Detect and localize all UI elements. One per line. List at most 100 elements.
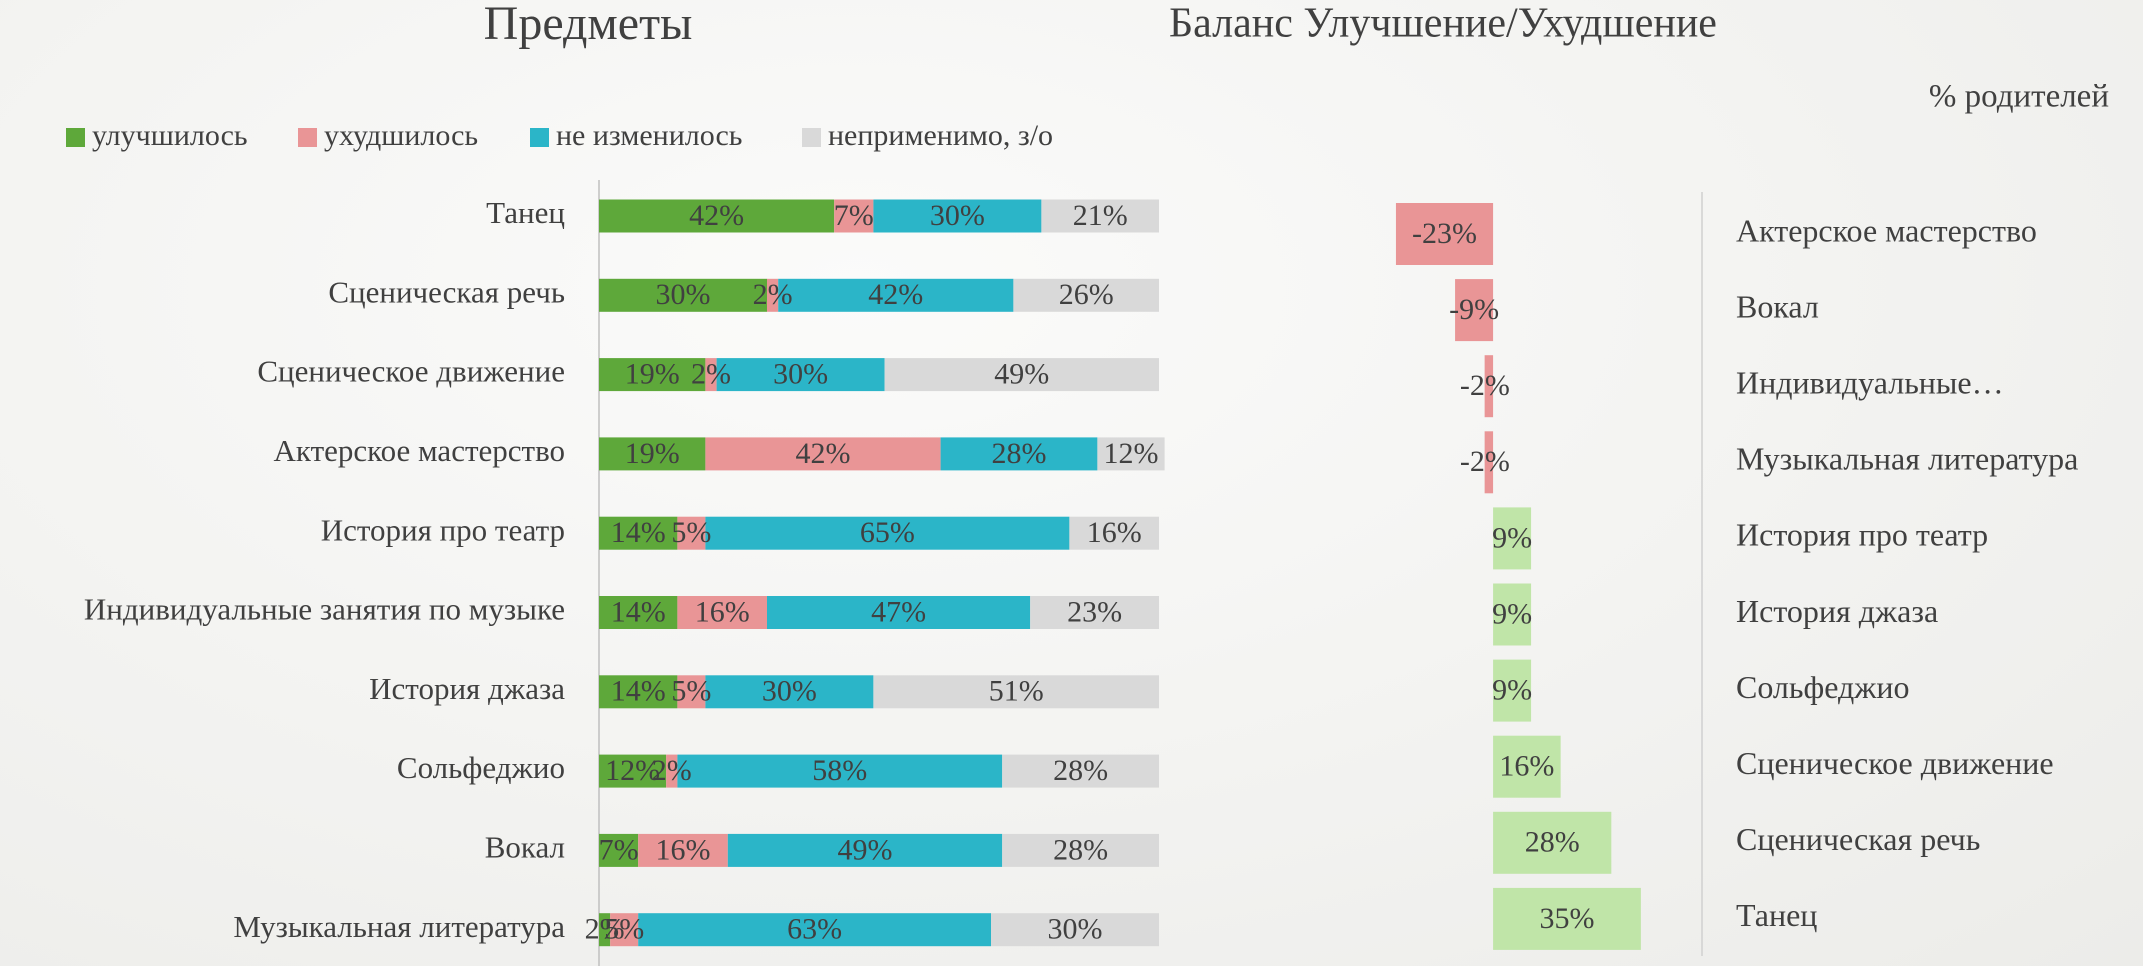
bar-segment bbox=[705, 516, 1070, 550]
legend-label: неприменимо, з/о bbox=[828, 119, 1053, 152]
data-label: 19% bbox=[625, 437, 680, 470]
category-label: Сценическая речь bbox=[1736, 821, 1980, 857]
bar-segment bbox=[767, 278, 779, 312]
legend-label: ухудшилось bbox=[324, 119, 478, 152]
bar-segment bbox=[1030, 596, 1159, 629]
bar bbox=[1493, 887, 1641, 950]
category-label: Сольфеджио bbox=[1736, 669, 1910, 705]
data-label: 14% bbox=[611, 595, 666, 628]
data-label: 2% bbox=[753, 278, 793, 311]
data-label: 30% bbox=[656, 278, 711, 311]
data-label: 35% bbox=[1539, 902, 1594, 935]
data-label: -2% bbox=[1460, 369, 1510, 402]
bar-segment bbox=[884, 358, 1159, 392]
data-label: 28% bbox=[1525, 826, 1580, 859]
chart-subtitle: % родителей bbox=[1929, 79, 2109, 115]
category-label: Сценическое движение bbox=[257, 354, 565, 389]
bar-segment bbox=[677, 675, 706, 709]
data-label: 2% bbox=[652, 754, 692, 787]
bar-segment bbox=[873, 675, 1159, 709]
data-label: 9% bbox=[1492, 521, 1532, 554]
chart-title: Предметы bbox=[484, 0, 693, 50]
data-label: 26% bbox=[1059, 278, 1114, 311]
data-label: 9% bbox=[1492, 673, 1532, 706]
data-label: 63% bbox=[787, 913, 842, 946]
bar-segment bbox=[666, 754, 678, 788]
category-label: Музыкальная литература bbox=[1736, 441, 2078, 477]
category-label: Сценическая речь bbox=[328, 274, 565, 309]
data-label: 23% bbox=[1067, 595, 1122, 628]
bar-segment bbox=[599, 358, 706, 392]
data-label: 16% bbox=[1499, 750, 1554, 783]
data-label: 28% bbox=[1053, 754, 1108, 787]
category-label: Вокал bbox=[1736, 288, 1819, 324]
data-label: 42% bbox=[796, 437, 851, 470]
data-label: 16% bbox=[695, 595, 750, 628]
bar-segment bbox=[778, 278, 1014, 312]
bar bbox=[1493, 583, 1532, 646]
category-label: Сольфеджио bbox=[397, 750, 565, 785]
bar-segment bbox=[610, 913, 639, 947]
bar-segment bbox=[599, 833, 639, 867]
legend-label: улучшилось bbox=[92, 119, 248, 152]
legend-swatch bbox=[66, 128, 85, 147]
data-label: 58% bbox=[812, 754, 867, 787]
data-label: 47% bbox=[871, 595, 926, 628]
data-label: 49% bbox=[994, 357, 1049, 390]
data-label: 5% bbox=[671, 516, 711, 549]
data-label: 30% bbox=[762, 675, 817, 708]
bar-segment bbox=[1069, 516, 1159, 550]
data-label: 14% bbox=[611, 675, 666, 708]
data-label: 42% bbox=[689, 199, 744, 232]
bar-segment bbox=[1013, 278, 1159, 312]
data-label: 51% bbox=[989, 675, 1044, 708]
legend-label: не изменилось bbox=[556, 119, 742, 152]
data-label: 30% bbox=[1048, 913, 1103, 946]
bar-segment bbox=[705, 358, 717, 392]
bar-segment bbox=[1097, 437, 1165, 471]
category-label: Музыкальная литература bbox=[233, 909, 565, 944]
bar-segment bbox=[677, 596, 767, 629]
category-label: Танец bbox=[486, 195, 565, 230]
bar-segment bbox=[1002, 754, 1159, 788]
data-label: 2% bbox=[691, 357, 731, 390]
bar-segment bbox=[599, 516, 678, 550]
bar bbox=[1395, 203, 1494, 265]
bar-segment bbox=[727, 833, 1003, 867]
category-label: Сценическое движение bbox=[1736, 745, 2054, 781]
bar bbox=[1493, 811, 1612, 874]
bar-segment bbox=[599, 675, 678, 709]
bar-segment bbox=[705, 675, 874, 709]
data-label: 28% bbox=[1053, 833, 1108, 866]
bar-segment bbox=[599, 913, 611, 947]
data-label: 21% bbox=[1073, 199, 1128, 232]
bar-segment bbox=[599, 199, 835, 233]
bar-segment bbox=[834, 199, 874, 233]
bar-segment bbox=[638, 833, 728, 867]
data-label: 2% bbox=[585, 913, 625, 946]
data-label: 12% bbox=[605, 754, 660, 787]
bar bbox=[1493, 735, 1561, 798]
bar-segment bbox=[638, 913, 991, 947]
bar-segment bbox=[677, 754, 1003, 788]
data-label: 49% bbox=[838, 833, 893, 866]
bar-segment bbox=[1002, 833, 1159, 867]
category-label: Индивидуальные… bbox=[1736, 365, 2004, 401]
data-label: 7% bbox=[834, 199, 874, 232]
bar bbox=[1493, 659, 1532, 722]
bar-segment bbox=[873, 199, 1042, 233]
bar-segment bbox=[599, 596, 678, 629]
data-label: -23% bbox=[1412, 217, 1477, 250]
category-label: Вокал bbox=[485, 830, 565, 865]
bar bbox=[1484, 355, 1494, 418]
data-label: 30% bbox=[930, 199, 985, 232]
legend-swatch bbox=[530, 128, 549, 147]
data-label: 9% bbox=[1492, 597, 1532, 630]
data-label: 7% bbox=[599, 833, 639, 866]
bar bbox=[1484, 431, 1494, 494]
bar bbox=[1493, 507, 1532, 570]
data-label: 14% bbox=[611, 516, 666, 549]
legend-swatch bbox=[298, 128, 317, 147]
legend-swatch bbox=[802, 128, 821, 147]
data-label: 30% bbox=[773, 357, 828, 390]
